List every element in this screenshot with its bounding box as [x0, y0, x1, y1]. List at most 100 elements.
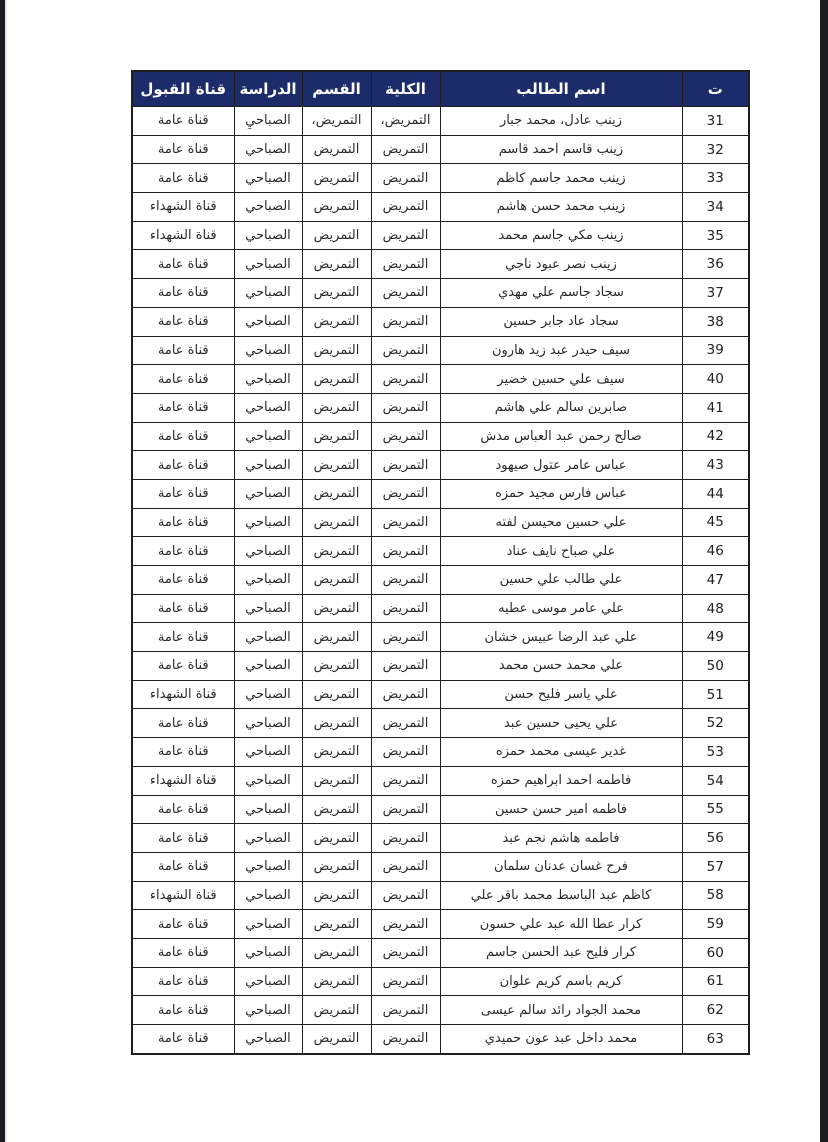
table-row: 38 سجاد عاد جابر حسين التمريض التمريض ال… [131, 306, 750, 337]
cell-admission-channel: قناة عامة [131, 794, 235, 825]
cell-no: 54 [681, 765, 750, 796]
cell-study-type: الصباحي [233, 364, 303, 394]
cell-no: 37 [681, 278, 750, 308]
cell-department: التمريض [301, 392, 372, 423]
cell-admission-channel: قناة الشهداء [131, 192, 235, 222]
table-row: 46 علي صباح نايف عناد التمريض التمريض ال… [131, 536, 750, 566]
table-row: 58 كاظم عبد الباسط محمد باقر علي التمريض… [131, 880, 750, 911]
cell-student-name: علي يحيى حسين عبد [439, 708, 683, 739]
cell-department: التمريض [301, 478, 372, 509]
cell-admission-channel: قناة عامة [131, 106, 235, 136]
header-cell-college: الكلية [370, 70, 441, 107]
table-row: 51 علي ياسر فليح حسن التمريض التمريض الص… [131, 679, 750, 710]
cell-student-name: محمد داخل عبد عون حميدي [439, 1023, 683, 1055]
cell-study-type: الصباحي [233, 335, 303, 366]
cell-department: التمريض [301, 851, 372, 882]
cell-admission-channel: قناة عامة [131, 995, 235, 1025]
cell-no: 52 [681, 708, 750, 739]
table-row: 52 علي يحيى حسين عبد التمريض التمريض الص… [131, 708, 750, 739]
cell-admission-channel: قناة عامة [131, 823, 235, 853]
cell-college: التمريض [370, 851, 441, 882]
cell-student-name: سيف حيدر عبد زيد هارون [439, 335, 683, 366]
table-row: 41 صابرين سالم علي هاشم التمريض التمريض … [131, 392, 750, 423]
cell-college: التمريض [370, 278, 441, 308]
cell-student-name: عباس عامر عتول صيهود [439, 450, 683, 480]
cell-admission-channel: قناة عامة [131, 1023, 235, 1055]
cell-study-type: الصباحي [233, 306, 303, 337]
cell-no: 58 [681, 880, 750, 911]
cell-student-name: سجاد عاد جابر حسين [439, 306, 683, 337]
header-row: ت اسم الطالب الكلية القسم الدراسة قناة ا… [131, 70, 750, 107]
table-row: 42 صالح رحمن عبد العباس مدش التمريض التم… [131, 421, 750, 452]
cell-student-name: محمد الجواد رائد سالم عيسى [439, 995, 683, 1025]
table-row: 40 سيف علي حسين خضير التمريض التمريض الص… [131, 364, 750, 394]
cell-study-type: الصباحي [233, 708, 303, 739]
cell-department: التمريض [301, 765, 372, 796]
cell-student-name: علي محمد حسن محمد [439, 651, 683, 681]
cell-admission-channel: قناة عامة [131, 450, 235, 480]
cell-study-type: الصباحي [233, 536, 303, 566]
table-row: 61 كريم باسم كريم علوان التمريض التمريض … [131, 966, 750, 997]
cell-department: التمريض [301, 306, 372, 337]
cell-study-type: الصباحي [233, 565, 303, 595]
table-row: 44 عباس فارس مجيد حمزه التمريض التمريض ا… [131, 478, 750, 509]
table-row: 33 زينب محمد جاسم كاظم التمريض التمريض ا… [131, 163, 750, 194]
cell-department: التمريض [301, 679, 372, 710]
students-table-wrap: ت اسم الطالب الكلية القسم الدراسة قناة ا… [131, 70, 750, 1055]
cell-student-name: صابرين سالم علي هاشم [439, 392, 683, 423]
header-cell-department: القسم [301, 70, 372, 107]
table-row: 59 كرار عطا الله عبد علي حسون التمريض ال… [131, 909, 750, 939]
cell-department: التمريض [301, 708, 372, 739]
cell-college: التمريض [370, 421, 441, 452]
table-row: 31 زينب عادل، محمد جبار التمريض، التمريض… [131, 106, 750, 136]
table-row: 53 غدير عيسى محمد حمزه التمريض التمريض ا… [131, 737, 750, 767]
cell-department: التمريض [301, 278, 372, 308]
cell-department: التمريض [301, 995, 372, 1025]
cell-college: التمريض [370, 1023, 441, 1055]
cell-study-type: الصباحي [233, 450, 303, 480]
table-row: 57 فرح غسان عدنان سلمان التمريض التمريض … [131, 851, 750, 882]
cell-no: 60 [681, 937, 750, 968]
cell-college: التمريض [370, 765, 441, 796]
cell-admission-channel: قناة الشهداء [131, 220, 235, 251]
table-row: 43 عباس عامر عتول صيهود التمريض التمريض … [131, 450, 750, 480]
cell-admission-channel: قناة الشهداء [131, 679, 235, 710]
cell-no: 48 [681, 593, 750, 624]
cell-department: التمريض [301, 364, 372, 394]
cell-college: التمريض [370, 737, 441, 767]
cell-study-type: الصباحي [233, 851, 303, 882]
cell-admission-channel: قناة عامة [131, 507, 235, 538]
cell-college: التمريض [370, 335, 441, 366]
cell-study-type: الصباحي [233, 794, 303, 825]
cell-department: التمريض [301, 335, 372, 366]
cell-no: 55 [681, 794, 750, 825]
cell-college: التمريض [370, 651, 441, 681]
table-row: 60 كرار فليح عبد الحسن جاسم التمريض التم… [131, 937, 750, 968]
table-row: 48 علي عامر موسى عطيه التمريض التمريض ال… [131, 593, 750, 624]
table-row: 37 سجاد جاسم علي مهدي التمريض التمريض ال… [131, 278, 750, 308]
cell-no: 47 [681, 565, 750, 595]
cell-college: التمريض [370, 880, 441, 911]
cell-no: 62 [681, 995, 750, 1025]
cell-admission-channel: قناة عامة [131, 536, 235, 566]
header-cell-admission-channel: قناة القبول [131, 70, 235, 107]
cell-student-name: علي عامر موسى عطيه [439, 593, 683, 624]
cell-student-name: عباس فارس مجيد حمزه [439, 478, 683, 509]
cell-no: 57 [681, 851, 750, 882]
cell-college: التمريض [370, 937, 441, 968]
cell-study-type: الصباحي [233, 478, 303, 509]
cell-study-type: الصباحي [233, 995, 303, 1025]
cell-student-name: فرح غسان عدنان سلمان [439, 851, 683, 882]
header-cell-student-name: اسم الطالب [439, 70, 683, 107]
cell-college: التمريض [370, 909, 441, 939]
cell-no: 43 [681, 450, 750, 480]
cell-department: التمريض [301, 880, 372, 911]
cell-student-name: علي ياسر فليح حسن [439, 679, 683, 710]
cell-no: 46 [681, 536, 750, 566]
cell-no: 63 [681, 1023, 750, 1055]
cell-student-name: زينب نصر عبود ناجي [439, 249, 683, 280]
cell-college: التمريض [370, 966, 441, 997]
header-cell-no: ت [681, 70, 750, 107]
cell-student-name: علي حسين محيسن لفته [439, 507, 683, 538]
cell-study-type: الصباحي [233, 392, 303, 423]
